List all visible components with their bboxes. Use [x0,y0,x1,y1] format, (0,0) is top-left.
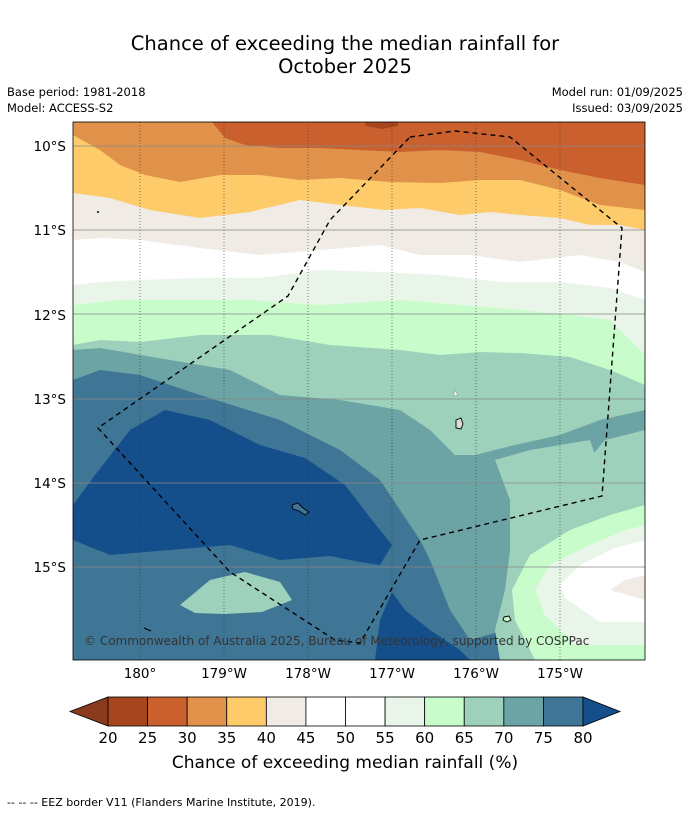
map-copyright: © Commonwealth of Australia 2025, Bureau… [84,634,589,648]
colorbar-tick-55: 55 [376,729,395,747]
colorbar-segment-30-35 [186,696,228,727]
contour-band-25-30 [212,122,645,185]
lon-label-179w: 179°W [201,666,247,682]
lon-label-177w: 177°W [369,666,415,682]
contour-band-20-25 [365,122,398,129]
contour-band-65-70 [73,122,645,455]
lat-label-12s: 12°S [34,308,67,324]
contour-band-55-60 [73,122,645,355]
contour-band-30-35 [73,122,645,210]
colorbar-segment-65-70 [463,696,505,727]
colorbar-tick-35: 35 [217,729,236,747]
map-frame [72,121,646,661]
issued-label: Issued: 03/09/2025 [572,101,683,115]
colorbar-tick-60: 60 [415,729,434,747]
colorbar-segment-25-30 [147,696,188,727]
model-run-label: Model run: 01/09/2025 [551,85,683,99]
colorbar-tick-40: 40 [257,729,276,747]
eez-border [96,130,623,644]
colorbar-tick-25: 25 [138,729,157,747]
model-label: Model: ACCESS-S2 [7,101,114,115]
colorbar-low-arrow [68,696,109,727]
lon-axis-labels: 180° 179°W 178°W 177°W 176°W 175°W [124,666,583,682]
contour-band-80-plus [73,410,392,565]
contour-band-65-70-southwest [180,572,292,614]
lon-label-178w: 178°W [285,666,331,682]
colorbar-segment-50-55 [345,696,386,727]
lat-label-10s: 10°S [34,139,67,155]
colorbar-tick-70: 70 [494,729,513,747]
map-panel [73,122,645,660]
gridlines [139,122,561,660]
colorbar: 20 25 30 35 40 45 50 55 60 65 70 75 80 [68,696,622,747]
colorbar-tick-20: 20 [98,729,117,747]
lat-label-14s: 14°S [34,476,67,492]
colorbar-tick-75: 75 [534,729,553,747]
colorbar-segment-45-50 [305,696,346,727]
colorbar-segment-20-25 [107,696,148,727]
contour-band-55-60-southeast [535,525,645,645]
lon-label-176w: 176°W [453,666,499,682]
base-period-label: Base period: 1981-2018 [7,85,146,99]
chart-title-line1: Chance of exceeding the median rainfall … [130,32,560,55]
lon-label-175w: 175°W [537,666,583,682]
contour-band-65-70-east [588,430,645,495]
colorbar-segment-70-75 [503,696,544,727]
colorbar-segment-60-65 [424,696,465,727]
colorbar-high-arrow [582,696,622,727]
island-wallis [455,417,464,430]
contour-band-60-65-southeast [512,505,645,660]
contour-band-60-65 [73,122,645,385]
contour-band-75-80 [73,122,645,660]
contour-band-70-75 [73,122,645,660]
island-northwest [97,211,99,213]
lat-label-13s: 13°S [34,392,67,408]
lat-label-11s: 11°S [34,223,67,239]
colorbar-tick-50: 50 [336,729,355,747]
contour-band-45-55 [73,122,645,300]
colorbar-segment-75-80 [543,696,584,727]
island-northeast [452,389,459,397]
contour-band-35-40 [73,122,645,230]
colorbar-segment-35-40 [226,696,267,727]
colorbar-tick-45: 45 [296,729,315,747]
colorbar-label: Chance of exceeding median rainfall (%) [171,753,519,773]
lon-label-180: 180° [124,666,157,682]
chart-title-line2: October 2025 [278,55,412,78]
contour-band-45-55-southeast [560,540,645,622]
colorbar-tick-65: 65 [455,729,474,747]
contour-band-65-70-southeast [495,440,645,660]
island-futuna [291,502,310,516]
colorbar-segment-40-45 [265,696,307,727]
lat-label-15s: 15°S [34,560,67,576]
latitude-lines [73,145,645,568]
colorbar-tick-30: 30 [178,729,197,747]
colorbar-segment-55-60 [384,696,426,727]
eez-footnote: -- -- -- EEZ border V11 (Flanders Marine… [7,796,316,809]
island-southwest [143,627,152,632]
lat-axis-labels: 10°S 11°S 12°S 13°S 14°S 15°S [34,139,67,576]
colorbar-tick-80: 80 [573,729,592,747]
contour-band-40-45 [73,122,645,272]
contour-band-80-plus-south [375,592,470,660]
island-reef [502,615,512,623]
contour-band-40-45-southeast [610,575,645,600]
